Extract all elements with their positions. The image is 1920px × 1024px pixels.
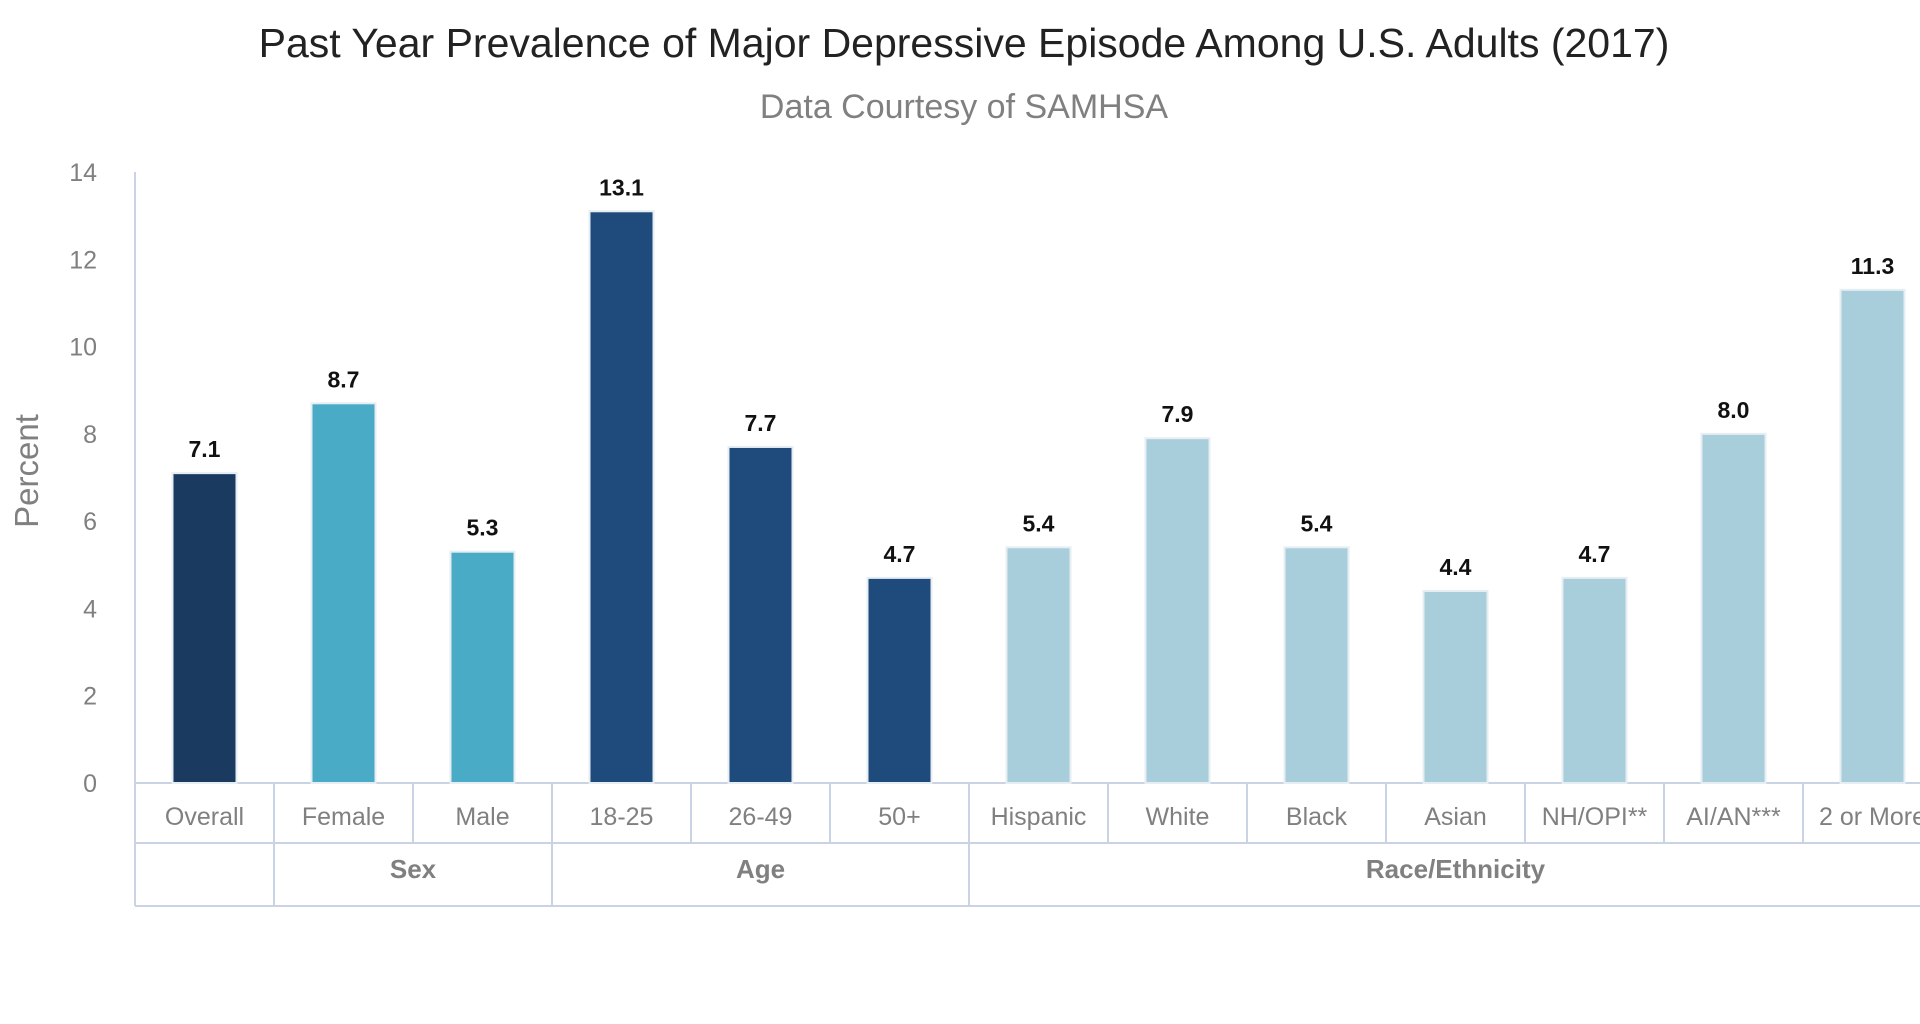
x-tick-label: 50+ [878, 803, 920, 831]
group-label: Race/Ethnicity [1366, 854, 1546, 884]
y-tick-label: 4 [83, 595, 97, 623]
data-label: 7.9 [1162, 401, 1194, 427]
x-tick-label: Female [302, 803, 385, 831]
y-tick-label: 2 [83, 683, 97, 711]
bar [727, 445, 794, 784]
bar [866, 576, 933, 785]
bar [1005, 546, 1072, 784]
bar [1144, 437, 1211, 784]
y-tick-label: 0 [83, 770, 97, 798]
x-tick-label: Asian [1424, 803, 1487, 831]
x-tick-label: NH/OPI** [1542, 803, 1648, 831]
data-label: 8.0 [1718, 397, 1750, 423]
y-tick-label: 12 [69, 246, 97, 274]
x-tick-label: Black [1286, 803, 1348, 831]
bar [1422, 589, 1489, 784]
x-tick-label: 2 or More [1819, 803, 1920, 831]
bar [449, 550, 516, 785]
x-tick-label: 18-25 [590, 803, 654, 831]
x-tick-label: White [1146, 803, 1210, 831]
data-label: 7.7 [745, 410, 777, 436]
data-label: 5.3 [467, 515, 499, 541]
data-label: 4.7 [1579, 541, 1611, 567]
data-label: 13.1 [599, 174, 644, 200]
data-label: 8.7 [328, 366, 360, 392]
chart-subtitle: Data Courtesy of SAMHSA [759, 88, 1169, 126]
data-label: 5.4 [1301, 510, 1333, 536]
group-label: Age [736, 854, 785, 884]
data-label: 5.4 [1023, 510, 1055, 536]
x-tick-label: Hispanic [991, 803, 1087, 831]
y-tick-label: 10 [69, 334, 97, 362]
y-tick-label: 14 [69, 159, 97, 187]
bar [310, 402, 377, 784]
data-label: 4.7 [884, 541, 916, 567]
x-tick-label: Overall [165, 803, 244, 831]
bar [1283, 546, 1350, 784]
bar [1839, 288, 1906, 784]
x-tick-label: 26-49 [729, 803, 793, 831]
y-tick-label: 6 [83, 508, 97, 536]
data-label: 4.4 [1440, 554, 1472, 580]
x-tick-label: Male [455, 803, 509, 831]
data-label: 11.3 [1851, 253, 1895, 279]
y-tick-label: 8 [83, 421, 97, 449]
bar [588, 210, 655, 784]
bar [171, 472, 238, 784]
chart-title: Past Year Prevalence of Major Depressive… [258, 20, 1670, 66]
bar [1700, 432, 1767, 784]
data-label: 7.1 [189, 436, 221, 462]
group-label: Sex [390, 854, 437, 884]
bar [1561, 576, 1628, 785]
x-tick-label: AI/AN*** [1686, 803, 1781, 831]
y-axis-label: Percent [8, 414, 45, 528]
